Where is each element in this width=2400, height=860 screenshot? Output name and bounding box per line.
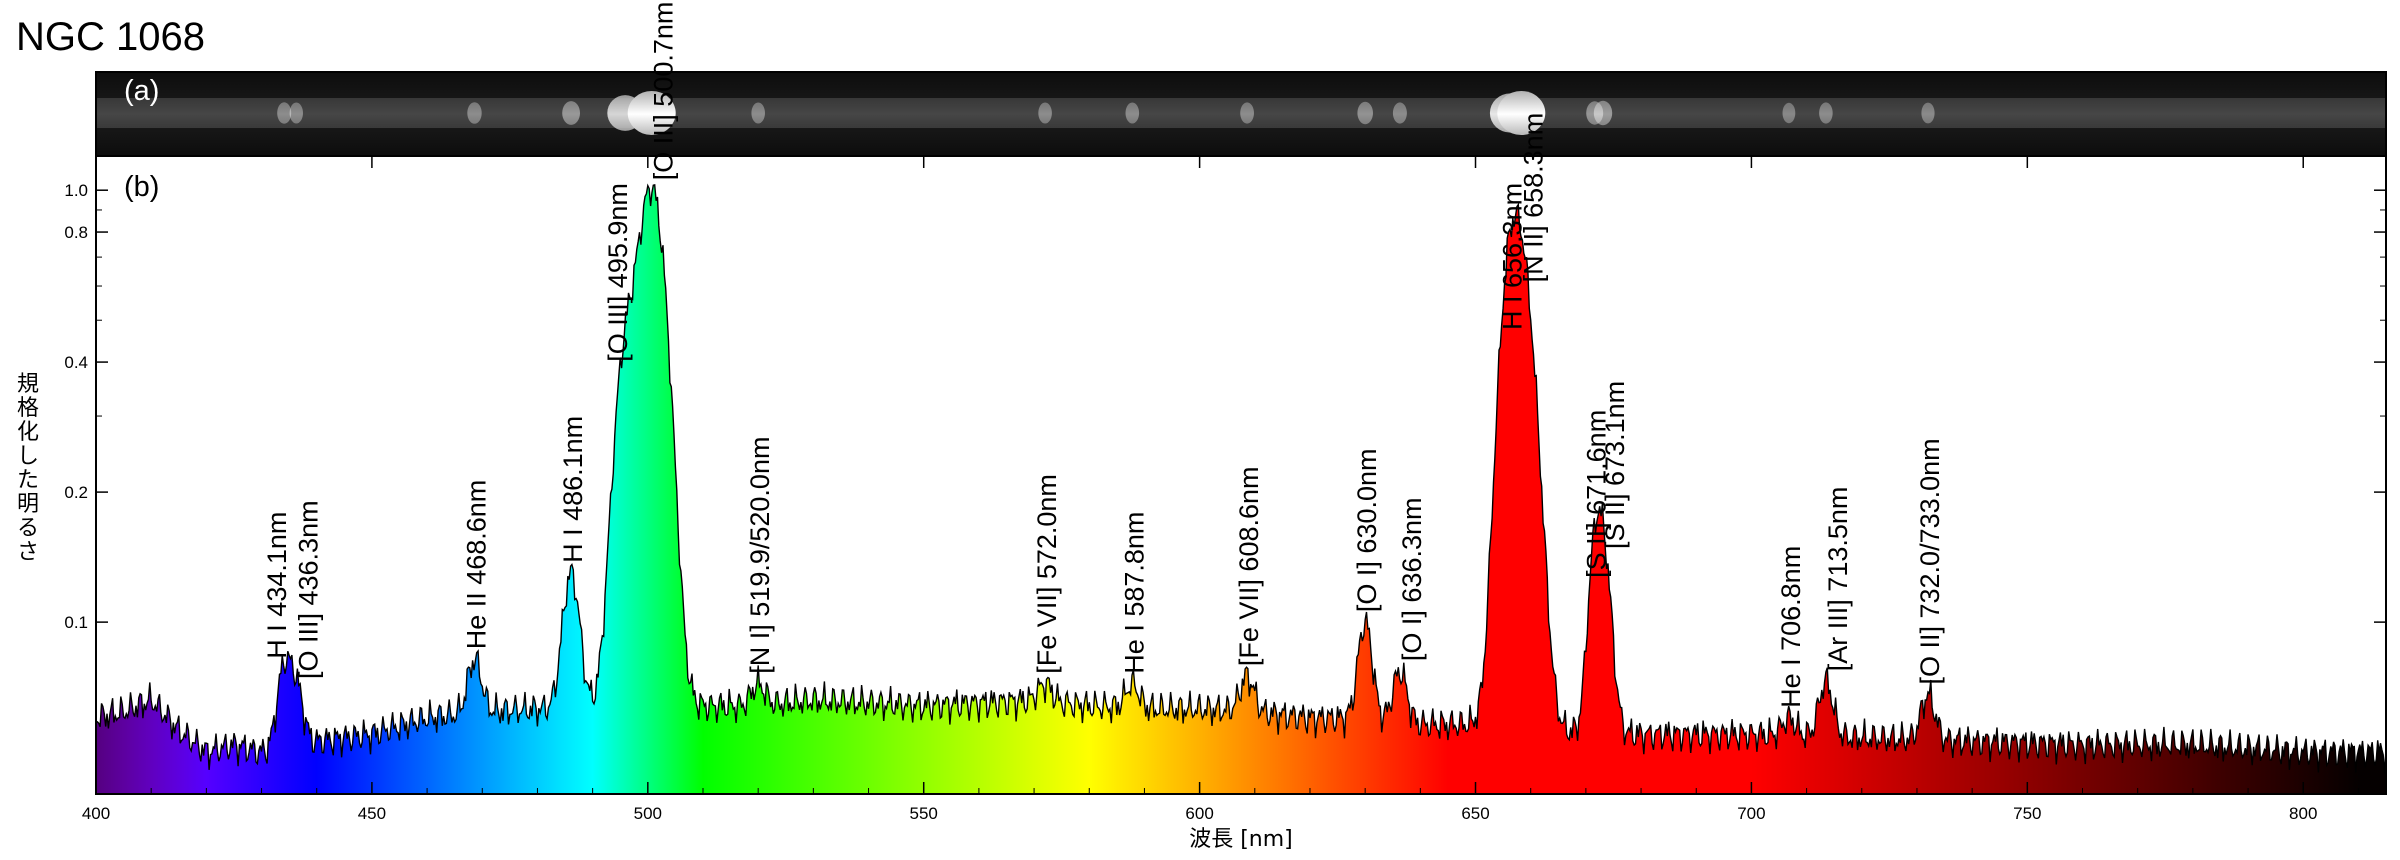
x-tick-label: 800 <box>2289 804 2317 823</box>
emission-line-label: He I 706.8nm <box>1776 546 1806 708</box>
spectrum-area <box>96 183 2386 794</box>
chart-title: NGC 1068 <box>16 15 205 59</box>
x-tick-label: 600 <box>1185 804 1213 823</box>
x-tick-label: 750 <box>2013 804 2041 823</box>
emission-line-label: He II 468.6nm <box>462 480 492 650</box>
y-tick-label: 1.0 <box>64 181 88 200</box>
emission-line-label: [Ar III] 713.5nm <box>1823 487 1853 672</box>
y-axis-ticks: 0.1 0.2 0.4 0.8 1.0 <box>64 181 2386 632</box>
y-axis-title-char: た <box>17 468 39 493</box>
y-tick-label: 0.4 <box>64 353 88 372</box>
y-tick-label: 0.8 <box>64 223 88 242</box>
x-axis-title: 波長 [nm] <box>1189 827 1293 852</box>
emission-line-label: [S II] 671.6nm <box>1582 410 1612 578</box>
emission-line-label: [N II] 658.3nm <box>1518 113 1548 283</box>
emission-line-label: [Fe VII] 572.0nm <box>1032 474 1062 674</box>
spectrum-plot: 400 450 500 550 600 650 700 750 800 0.1 0.2 0.4 0.8… <box>64 2 2387 823</box>
strip-vertical-fade <box>96 72 2386 156</box>
emission-line-label: H I 434.1nm <box>262 512 292 659</box>
emission-line-label: [N I] 519.9/520.0nm <box>745 437 775 674</box>
emission-line-label: [S II] 673.1nm <box>1600 381 1630 549</box>
y-axis-title-char: 規 <box>17 372 39 397</box>
x-tick-label: 500 <box>634 804 662 823</box>
emission-line-label: [O I] 630.0nm <box>1352 449 1382 613</box>
emission-line-labels: H I 434.1nm [O III] 436.3nm He II 468.6nm H… <box>262 2 1945 708</box>
emission-line-label: H I 656.3nm <box>1497 183 1527 330</box>
y-tick-label: 0.1 <box>64 613 88 632</box>
y-tick-label: 0.2 <box>64 483 88 502</box>
x-tick-label: 400 <box>82 804 110 823</box>
plot-frame <box>95 155 2387 795</box>
emission-line-label: [O II] 732.0/733.0nm <box>1915 438 1945 684</box>
x-tick-label: 450 <box>358 804 386 823</box>
emission-line-label: [O I] 636.3nm <box>1397 498 1427 662</box>
y-axis-title-char: る <box>17 516 39 541</box>
y-axis-title-char: し <box>17 444 39 469</box>
x-tick-label: 700 <box>1737 804 1765 823</box>
emission-line-label: [O III] 500.7nm <box>649 2 679 181</box>
y-axis-title-char: 化 <box>17 420 39 445</box>
x-axis-ticks: 400 450 500 550 600 650 700 750 800 <box>82 156 2359 823</box>
y-axis-title-char: さ <box>17 540 39 565</box>
panel-b-label: (b) <box>124 171 159 203</box>
x-tick-label: 550 <box>910 804 938 823</box>
emission-line-label: [O III] 436.3nm <box>293 500 323 679</box>
x-tick-label: 650 <box>1461 804 1489 823</box>
y-axis-title-char: 格 <box>17 396 39 421</box>
emission-line-label: H I 486.1nm <box>558 416 588 563</box>
emission-line-label: He I 587.8nm <box>1119 512 1149 674</box>
spectrum-image-strip <box>96 72 2386 156</box>
panel-a-label: (a) <box>124 75 159 107</box>
y-axis-title-char: 明 <box>17 492 39 517</box>
emission-line-label: [O III] 495.9nm <box>603 183 633 362</box>
emission-line-label: [Fe VII] 608.6nm <box>1234 466 1264 666</box>
